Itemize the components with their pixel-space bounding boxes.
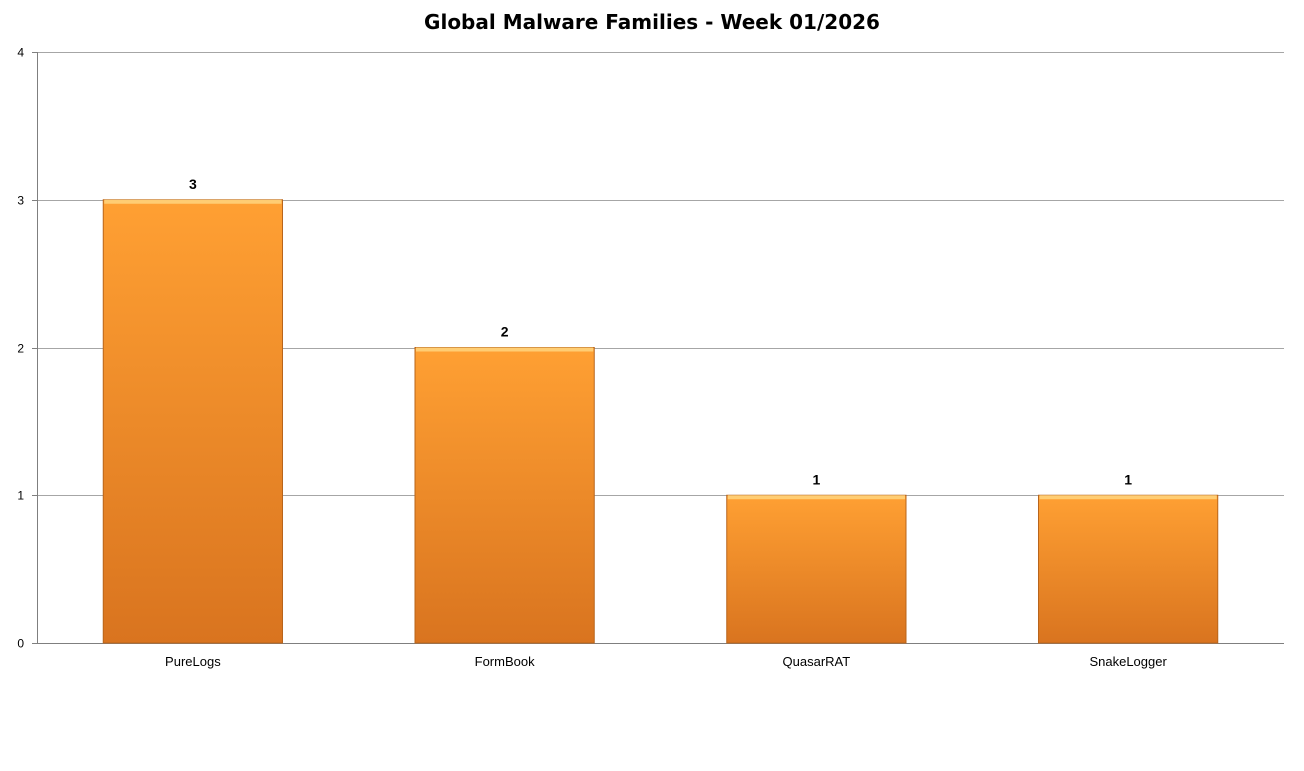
labels: 0 1 2 3 4 3 PureLogs 2 FormBook 1 QuasarRAT 1 SnakeL… (17, 46, 1167, 670)
bar-formbook (414, 347, 595, 644)
bar-highlight (415, 347, 594, 352)
x-tick-label: PureLogs (165, 654, 221, 669)
y-tick-label: 3 (17, 194, 24, 208)
bar-highlight (1039, 495, 1217, 500)
x-tick-label: QuasarRAT (783, 654, 851, 669)
y-tick-label: 0 (17, 637, 24, 651)
data-label: 2 (501, 324, 509, 340)
bar-highlight (104, 199, 282, 204)
data-label: 3 (189, 176, 197, 192)
bar-purelogs (102, 199, 284, 644)
bars (102, 199, 1219, 644)
x-tick-label: FormBook (475, 654, 535, 669)
bar-highlight (727, 495, 906, 500)
bar-quasarrat (726, 494, 907, 644)
bar-snakelogger (1037, 494, 1219, 644)
y-tick-label: 2 (17, 342, 24, 356)
data-label: 1 (812, 471, 820, 487)
data-label: 1 (1124, 471, 1132, 487)
y-tick-label: 4 (17, 46, 24, 60)
y-tick-label: 1 (17, 489, 24, 503)
x-tick-label: SnakeLogger (1089, 654, 1167, 669)
chart-title: Global Malware Families - Week 01/2026 (424, 10, 880, 34)
